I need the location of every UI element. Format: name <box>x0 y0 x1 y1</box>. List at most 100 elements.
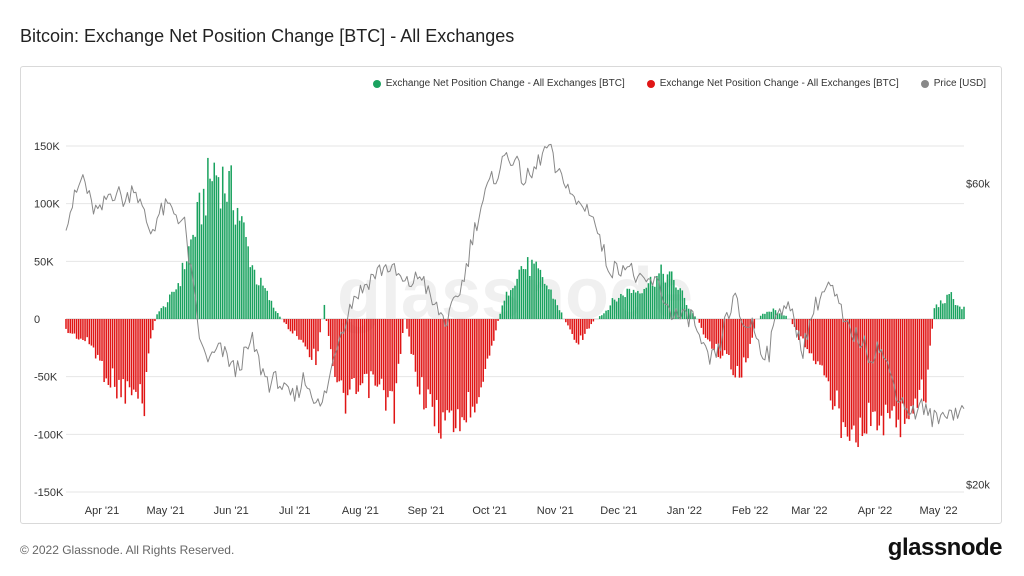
bar-negative <box>908 319 910 420</box>
bar-positive <box>537 268 540 319</box>
bar-positive <box>681 290 684 319</box>
bar-negative <box>891 319 893 411</box>
bar-negative <box>416 319 419 387</box>
bar-negative <box>895 319 897 428</box>
bar-negative <box>69 319 71 334</box>
bar-negative <box>310 319 313 360</box>
bar-negative <box>910 319 912 407</box>
x-tick-label: Aug '21 <box>342 505 379 517</box>
bar-negative <box>912 319 914 414</box>
bar-negative <box>719 319 722 359</box>
bar-positive <box>190 239 192 319</box>
bar-negative <box>903 319 906 424</box>
bar-negative <box>819 319 821 365</box>
bar-negative <box>111 319 114 369</box>
bar-negative <box>749 319 751 344</box>
bar-negative <box>853 319 855 426</box>
bar-positive <box>270 300 273 319</box>
bar-positive <box>601 315 603 319</box>
y-tick-label: 0 <box>34 314 40 326</box>
bar-negative <box>812 319 815 361</box>
bar-positive <box>323 304 326 319</box>
bar-positive <box>169 294 171 319</box>
bar-negative <box>75 319 78 339</box>
bar-negative <box>300 319 302 340</box>
bar-negative <box>842 319 845 423</box>
bar-negative <box>914 319 917 399</box>
legend-item-outflow[interactable]: Exchange Net Position Change - All Excha… <box>646 78 899 89</box>
bar-positive <box>198 192 201 319</box>
legend-item-inflow[interactable]: Exchange Net Position Change - All Excha… <box>372 78 625 89</box>
bar-negative <box>850 319 853 430</box>
bar-negative <box>105 319 107 379</box>
brand-logo: glassnode <box>887 534 1003 561</box>
bar-positive <box>205 215 207 319</box>
bar-positive <box>522 269 525 319</box>
bar-negative <box>925 319 927 403</box>
bar-positive <box>266 290 268 319</box>
bar-positive <box>156 314 158 319</box>
bar-positive <box>630 293 633 319</box>
bar-negative <box>433 319 436 427</box>
bar-positive <box>548 289 550 319</box>
bar-negative <box>378 319 381 385</box>
bar-negative <box>738 319 741 378</box>
bar-negative <box>363 319 366 375</box>
bar-negative <box>806 319 809 350</box>
bar-positive <box>533 263 535 319</box>
bar-negative <box>834 319 836 407</box>
bar-positive <box>243 222 245 319</box>
bar-negative <box>471 319 474 407</box>
bar-positive <box>772 308 775 319</box>
bar-negative <box>293 319 296 331</box>
bar-positive <box>956 305 959 319</box>
bar-positive <box>783 315 785 319</box>
bar-negative <box>308 319 311 358</box>
bar-negative <box>452 319 455 433</box>
bar-positive <box>177 283 180 319</box>
bar-negative <box>84 319 86 342</box>
bar-negative <box>152 319 154 331</box>
bar-negative <box>118 319 120 380</box>
bar-positive <box>639 293 641 319</box>
bar-negative <box>145 319 148 372</box>
bar-positive <box>937 307 940 319</box>
bar-negative <box>878 319 881 426</box>
bar-positive <box>778 313 781 319</box>
legend-dot-green <box>372 79 381 88</box>
bar-negative <box>490 319 493 346</box>
bar-positive <box>160 308 163 319</box>
bar-negative <box>365 319 368 374</box>
bar-positive <box>524 269 527 319</box>
bar-negative <box>302 319 304 343</box>
bar-negative <box>380 319 383 379</box>
bar-negative <box>448 319 451 413</box>
bar-negative <box>357 319 360 392</box>
bar-positive <box>666 274 669 319</box>
bar-negative <box>728 319 730 356</box>
bar-negative <box>376 319 379 387</box>
bar-negative <box>421 319 423 378</box>
bar-positive <box>645 287 648 319</box>
bar-positive <box>643 288 645 319</box>
bar-negative <box>116 319 118 399</box>
bar-negative <box>410 319 412 354</box>
bar-positive <box>247 246 249 319</box>
bar-negative <box>82 319 84 340</box>
bar-negative <box>482 319 484 382</box>
bar-positive <box>933 308 936 319</box>
bar-positive <box>255 284 258 319</box>
bar-negative <box>374 319 376 386</box>
bar-negative <box>927 319 929 370</box>
legend-item-price[interactable]: Price [USD] <box>920 78 986 89</box>
bar-positive <box>552 298 554 319</box>
bar-positive <box>766 311 768 319</box>
bar-negative <box>736 319 739 366</box>
bar-negative <box>67 319 69 334</box>
bar-positive <box>603 313 605 319</box>
bar-negative <box>848 319 851 441</box>
bar-negative <box>154 319 156 322</box>
x-tick-label: May '22 <box>919 505 957 517</box>
bar-positive <box>510 290 512 319</box>
bar-positive <box>501 305 504 319</box>
